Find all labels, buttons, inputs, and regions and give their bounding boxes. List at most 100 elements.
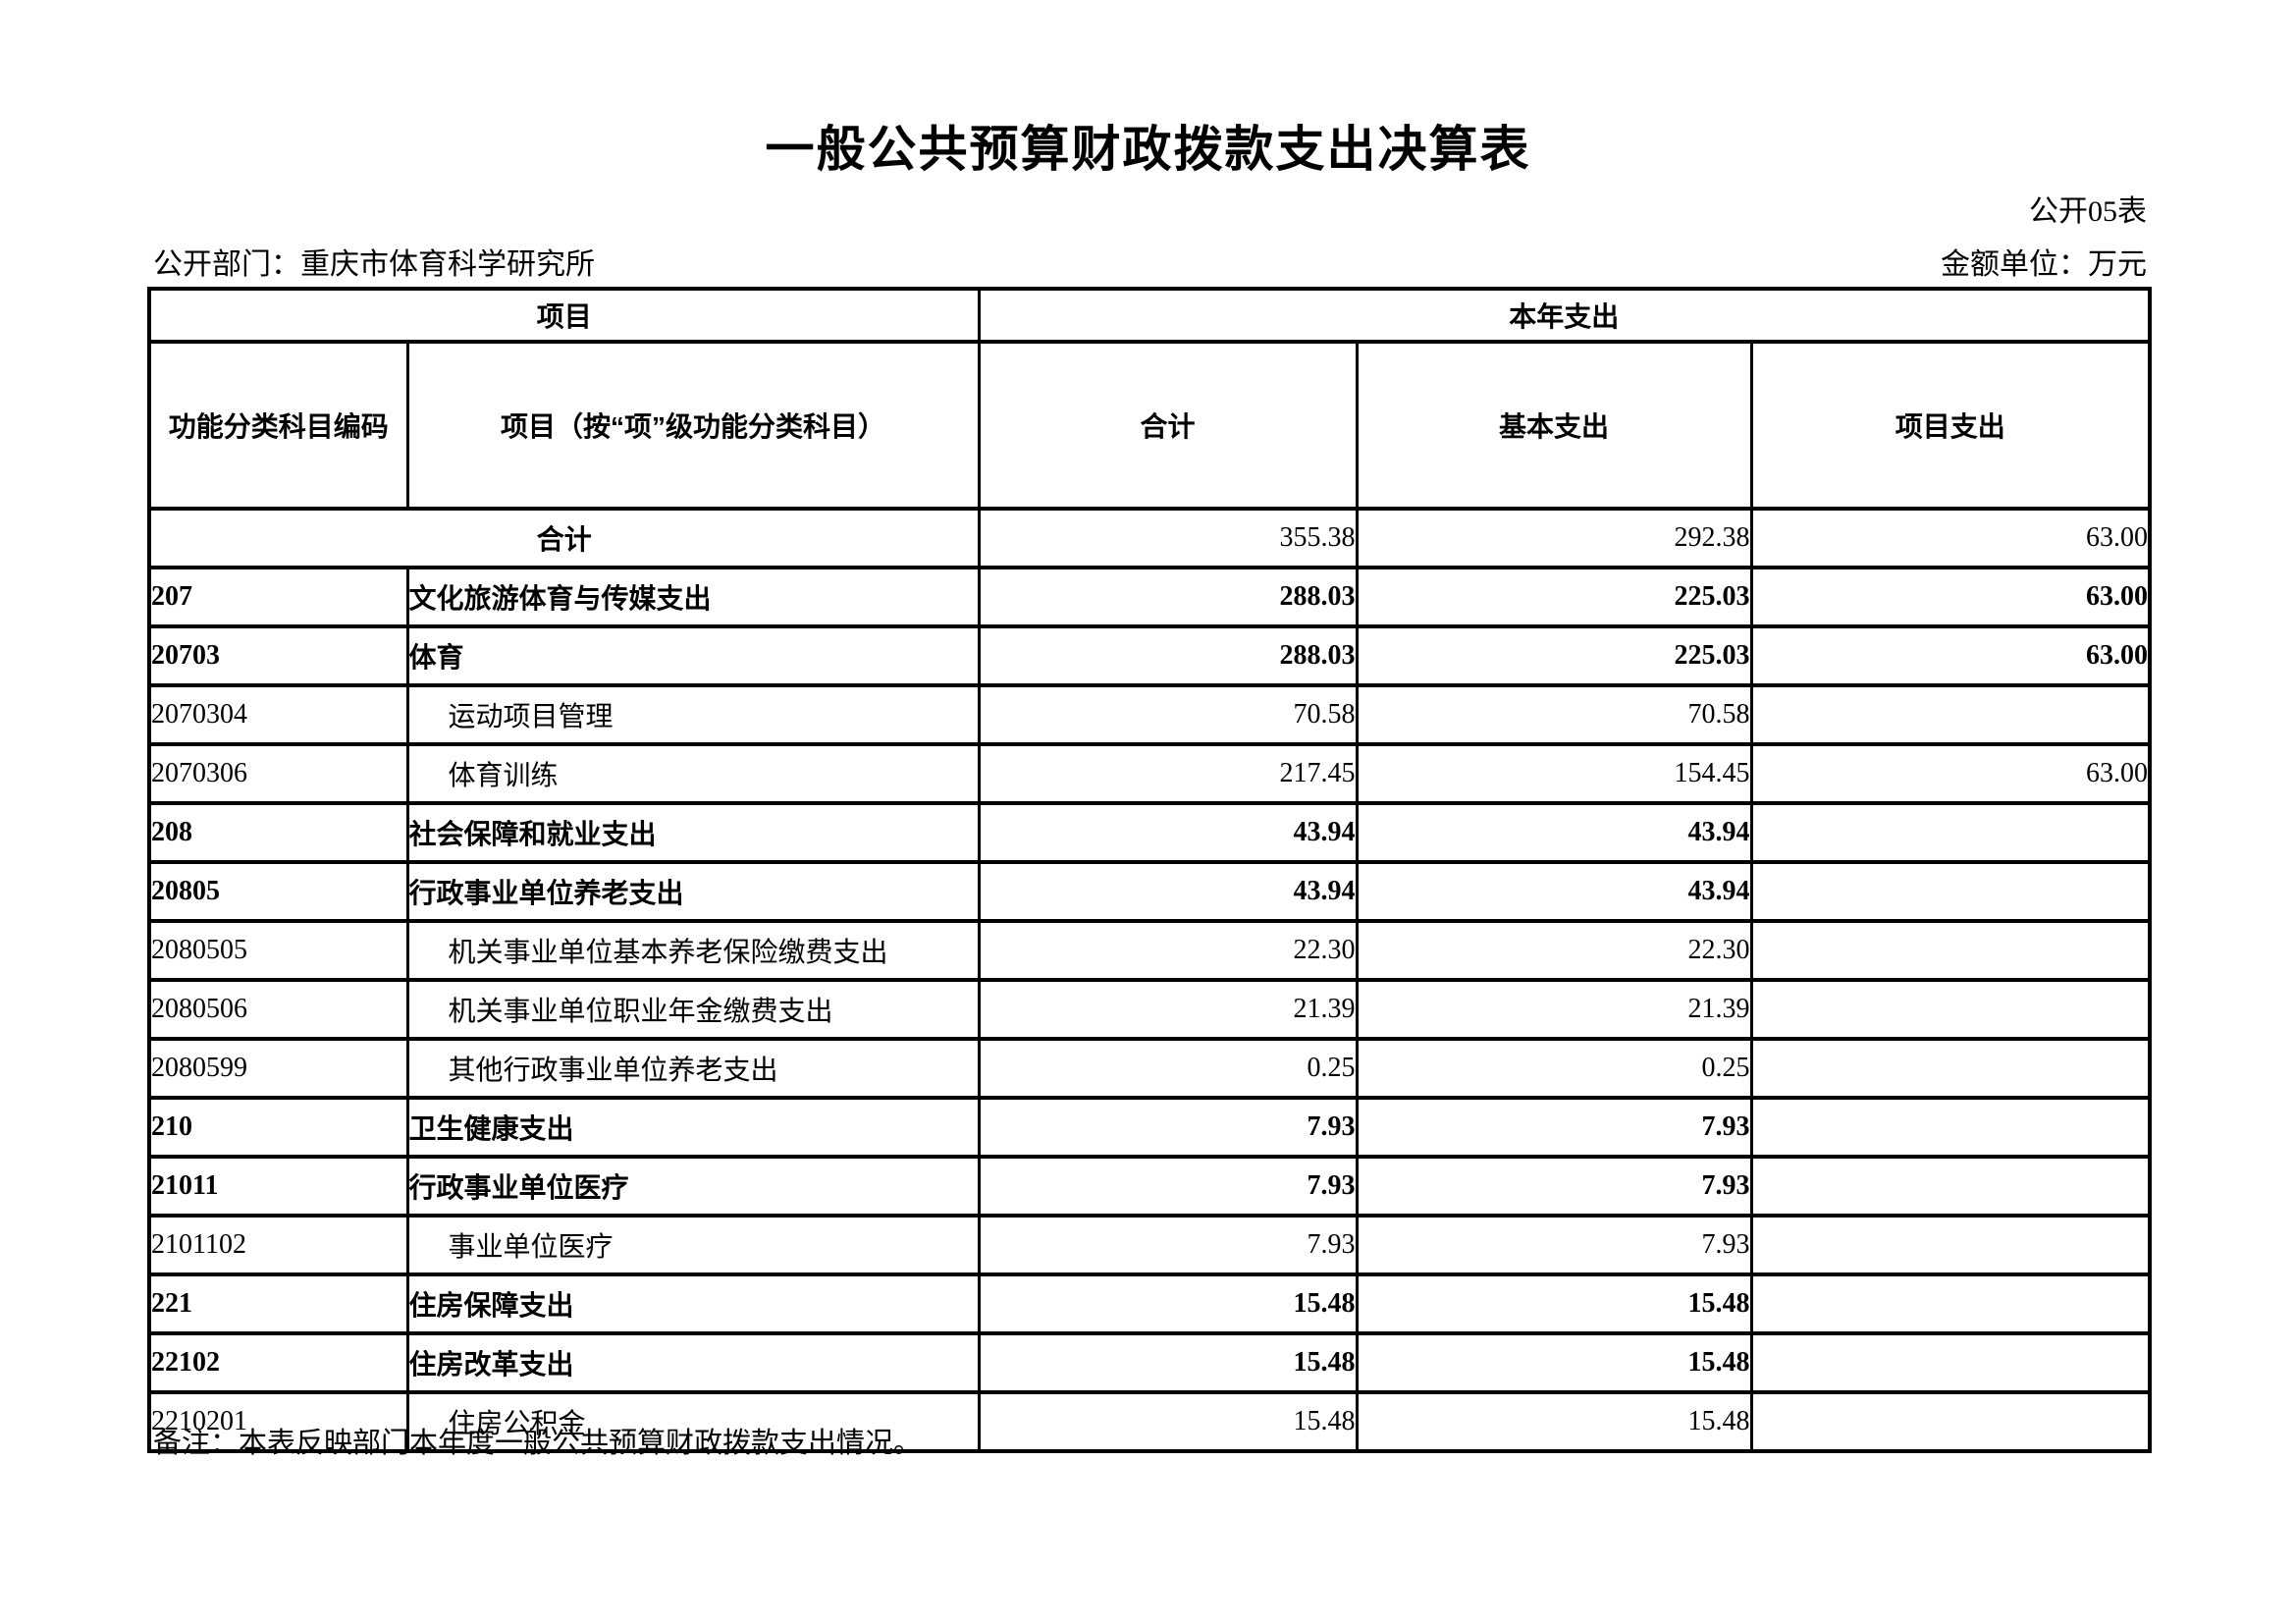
table-row: 2210201 住房公积金 15.48 15.48 xyxy=(147,1390,2152,1453)
grand-total-basic-cell: 292.38 xyxy=(1355,507,1753,569)
project-cell xyxy=(1749,801,2152,864)
header-col-item: 项目（按“项”级功能分类科目） xyxy=(405,340,981,511)
table-row: 2080506 机关事业单位职业年金缴费支出 21.39 21.39 xyxy=(147,978,2152,1041)
code-cell: 22102 xyxy=(147,1331,409,1394)
page-title: 一般公共预算财政拨款支出决算表 xyxy=(765,122,1531,177)
name-cell: 其他行政事业单位养老支出 xyxy=(405,1037,981,1100)
total-cell: 217.45 xyxy=(977,742,1359,805)
code-cell: 221 xyxy=(147,1272,409,1335)
code-cell: 2070304 xyxy=(147,683,409,746)
name-cell: 行政事业单位医疗 xyxy=(405,1155,981,1218)
header-col-code: 功能分类科目编码 xyxy=(147,340,409,511)
table-row: 21011 行政事业单位医疗 7.93 7.93 xyxy=(147,1155,2152,1218)
code-cell: 2080505 xyxy=(147,919,409,982)
grand-total-label-cell: 合计 xyxy=(147,507,981,569)
grand-total-row: 合计 355.38 292.38 63.00 xyxy=(147,507,2152,569)
total-cell: 43.94 xyxy=(977,860,1359,923)
total-cell: 288.03 xyxy=(977,624,1359,687)
basic-cell: 15.48 xyxy=(1355,1272,1753,1335)
code-cell: 21011 xyxy=(147,1155,409,1218)
name-cell: 社会保障和就业支出 xyxy=(405,801,981,864)
basic-cell: 70.58 xyxy=(1355,683,1753,746)
basic-cell: 7.93 xyxy=(1355,1155,1753,1218)
project-cell xyxy=(1749,860,2152,923)
name-cell: 住房保障支出 xyxy=(405,1272,981,1335)
unit-label: 金额单位：万元 xyxy=(1941,248,2147,281)
table-header: 项目 本年支出 功能分类科目编码 项目（按“项”级功能分类科目） 合计 基本支出… xyxy=(147,287,2152,511)
name-cell: 行政事业单位养老支出 xyxy=(405,860,981,923)
basic-cell: 21.39 xyxy=(1355,978,1753,1041)
code-cell: 2101102 xyxy=(147,1214,409,1276)
total-cell: 7.93 xyxy=(977,1096,1359,1159)
name-cell: 体育训练 xyxy=(405,742,981,805)
budget-table: 项目 本年支出 功能分类科目编码 项目（按“项”级功能分类科目） 合计 基本支出… xyxy=(147,287,2153,1453)
code-cell: 20805 xyxy=(147,860,409,923)
table-row: 208 社会保障和就业支出 43.94 43.94 xyxy=(147,801,2152,864)
code-cell: 2080506 xyxy=(147,978,409,1041)
footnote: 备注：本表反映部门本年度一般公共预算财政拨款支出情况。 xyxy=(153,1428,923,1459)
table-number-label: 公开05表 xyxy=(2029,195,2147,228)
project-cell xyxy=(1749,1214,2152,1276)
project-cell xyxy=(1749,1331,2152,1394)
code-cell: 210 xyxy=(147,1096,409,1159)
table-row: 210 卫生健康支出 7.93 7.93 xyxy=(147,1096,2152,1159)
name-cell: 运动项目管理 xyxy=(405,683,981,746)
code-cell: 2210201 xyxy=(147,1390,409,1453)
basic-cell: 7.93 xyxy=(1355,1096,1753,1159)
basic-cell: 22.30 xyxy=(1355,919,1753,982)
grand-total-project-cell: 63.00 xyxy=(1749,507,2152,569)
total-cell: 288.03 xyxy=(977,566,1359,628)
name-cell: 住房改革支出 xyxy=(405,1331,981,1394)
table-row: 22102 住房改革支出 15.48 15.48 xyxy=(147,1331,2152,1394)
name-cell: 卫生健康支出 xyxy=(405,1096,981,1159)
project-cell xyxy=(1749,1096,2152,1159)
name-cell: 机关事业单位基本养老保险缴费支出 xyxy=(405,919,981,982)
name-cell: 体育 xyxy=(405,624,981,687)
table-row: 2080505 机关事业单位基本养老保险缴费支出 22.30 22.30 xyxy=(147,919,2152,982)
table-row: 20703 体育 288.03 225.03 63.00 xyxy=(147,624,2152,687)
total-cell: 15.48 xyxy=(977,1331,1359,1394)
code-cell: 2080599 xyxy=(147,1037,409,1100)
header-group-item: 项目 xyxy=(147,287,981,344)
total-cell: 43.94 xyxy=(977,801,1359,864)
total-cell: 21.39 xyxy=(977,978,1359,1041)
basic-cell: 7.93 xyxy=(1355,1214,1753,1276)
project-cell xyxy=(1749,1155,2152,1218)
total-cell: 7.93 xyxy=(977,1214,1359,1276)
basic-cell: 225.03 xyxy=(1355,624,1753,687)
project-cell xyxy=(1749,683,2152,746)
header-group-year-expenditure: 本年支出 xyxy=(977,287,2152,344)
total-cell: 15.48 xyxy=(977,1272,1359,1335)
header-columns-row: 功能分类科目编码 项目（按“项”级功能分类科目） 合计 基本支出 项目支出 xyxy=(147,340,2152,511)
header-group-row: 项目 本年支出 xyxy=(147,287,2152,344)
basic-cell: 0.25 xyxy=(1355,1037,1753,1100)
total-cell: 70.58 xyxy=(977,683,1359,746)
table-row: 221 住房保障支出 15.48 15.48 xyxy=(147,1272,2152,1335)
project-cell xyxy=(1749,1390,2152,1453)
header-col-basic: 基本支出 xyxy=(1355,340,1753,511)
table-row: 2101102 事业单位医疗 7.93 7.93 xyxy=(147,1214,2152,1276)
project-cell xyxy=(1749,1272,2152,1335)
total-cell: 15.48 xyxy=(977,1390,1359,1453)
project-cell xyxy=(1749,919,2152,982)
basic-cell: 154.45 xyxy=(1355,742,1753,805)
basic-cell: 15.48 xyxy=(1355,1331,1753,1394)
header-col-total: 合计 xyxy=(977,340,1359,511)
total-cell: 22.30 xyxy=(977,919,1359,982)
code-cell: 20703 xyxy=(147,624,409,687)
basic-cell: 43.94 xyxy=(1355,801,1753,864)
name-cell: 住房公积金 xyxy=(405,1390,981,1453)
table-row: 20805 行政事业单位养老支出 43.94 43.94 xyxy=(147,860,2152,923)
name-cell: 事业单位医疗 xyxy=(405,1214,981,1276)
project-cell xyxy=(1749,978,2152,1041)
table-row: 207 文化旅游体育与传媒支出 288.03 225.03 63.00 xyxy=(147,566,2152,628)
basic-cell: 15.48 xyxy=(1355,1390,1753,1453)
name-cell: 文化旅游体育与传媒支出 xyxy=(405,566,981,628)
table-body: 合计 355.38 292.38 63.00 207 文化旅游体育与传媒支出 288… xyxy=(147,507,2152,1453)
code-cell: 208 xyxy=(147,801,409,864)
project-cell xyxy=(1749,1037,2152,1100)
total-cell: 0.25 xyxy=(977,1037,1359,1100)
basic-cell: 43.94 xyxy=(1355,860,1753,923)
project-cell: 63.00 xyxy=(1749,566,2152,628)
